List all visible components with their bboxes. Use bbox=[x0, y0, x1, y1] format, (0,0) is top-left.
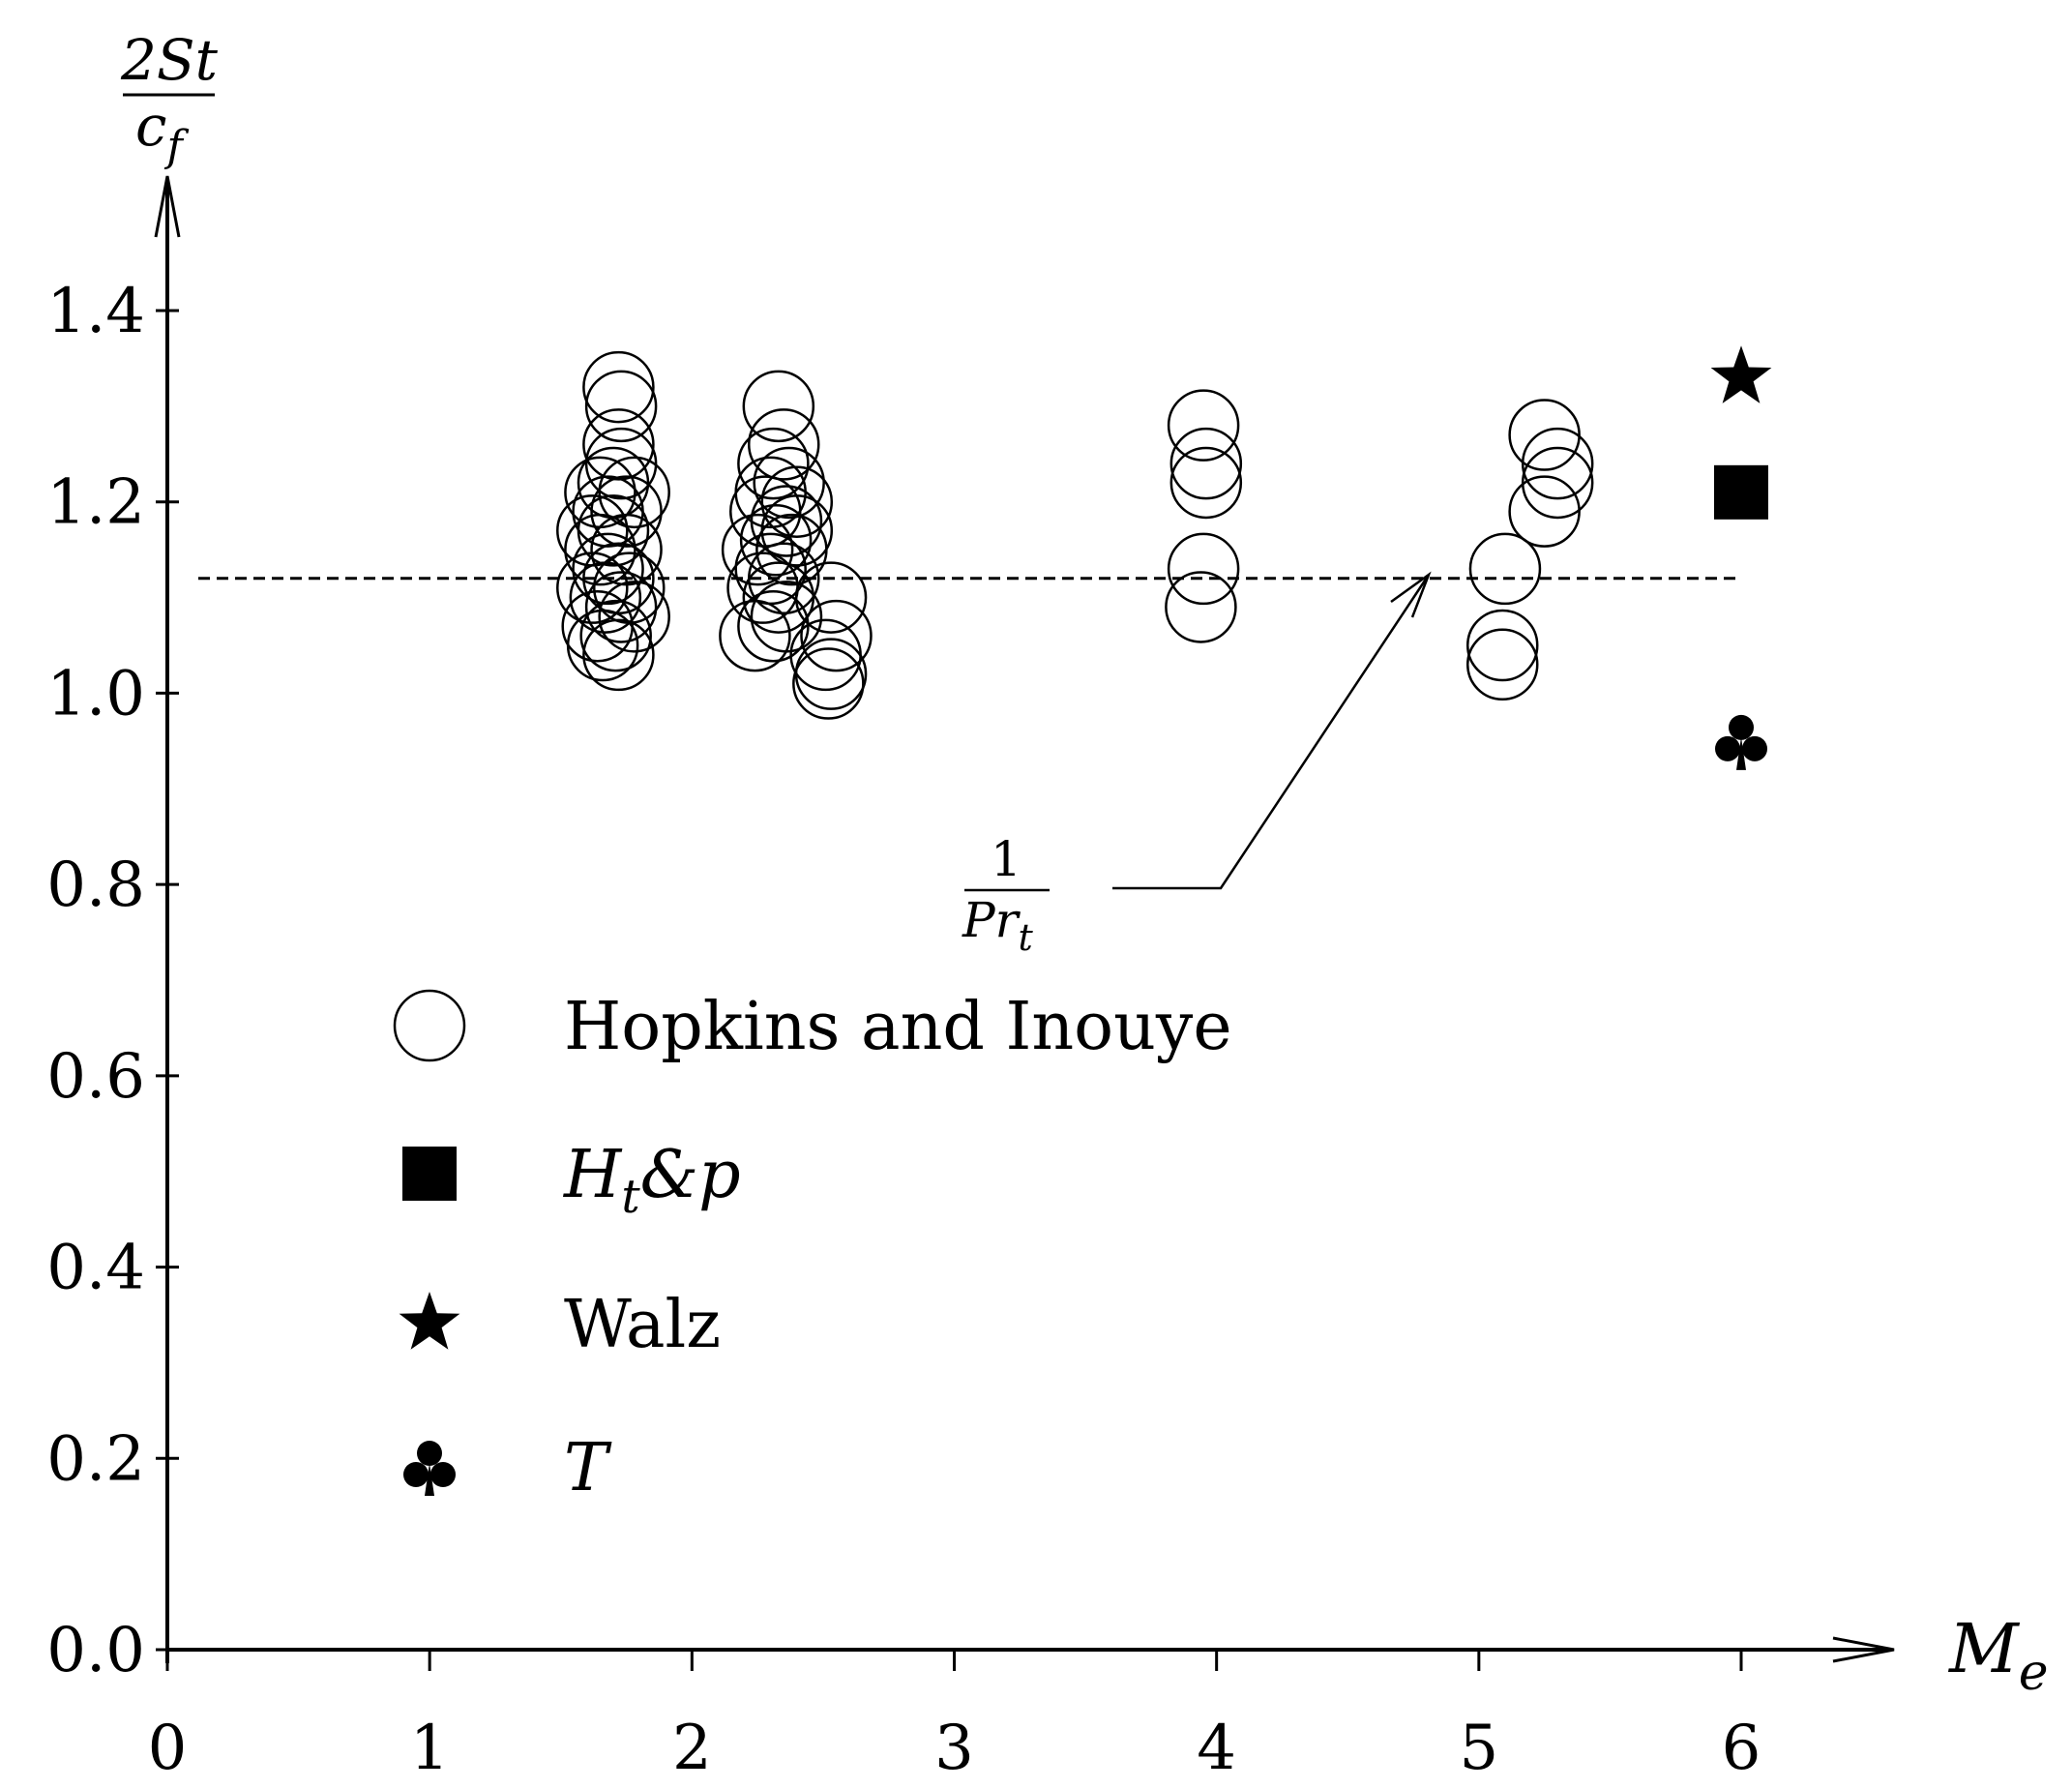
data-point-circle-open bbox=[1465, 628, 1539, 701]
data-point-circle-open bbox=[1521, 427, 1594, 500]
data-point-circle-open bbox=[590, 475, 663, 548]
data-point-circle-open bbox=[556, 552, 629, 624]
data-points bbox=[556, 345, 1772, 770]
data-point-circle-open bbox=[800, 599, 873, 672]
y-tick-label: 0.2 bbox=[46, 1423, 145, 1495]
data-point-circle-open bbox=[569, 561, 642, 634]
data-point-circle-open bbox=[1167, 389, 1240, 462]
data-point-circle-open bbox=[721, 513, 794, 586]
legend-marker-square-filled bbox=[402, 1147, 457, 1201]
y-tick-label: 0.6 bbox=[46, 1041, 145, 1113]
reference-pointer bbox=[1112, 577, 1429, 890]
legend-marker-club-filled bbox=[403, 1441, 456, 1496]
y-axis-label-denominator: cf bbox=[135, 93, 189, 171]
data-point-circle-open bbox=[1169, 446, 1243, 520]
data-point-star-filled bbox=[1710, 345, 1772, 403]
legend-marker-star-filled bbox=[399, 1292, 460, 1350]
tick-marks: 0 1 2 3 4 5 6 0.0 0.2 0.4 0.6 0.8 1.0 1.2 1.4 bbox=[46, 276, 1761, 1784]
data-point-circle-open bbox=[577, 494, 650, 567]
x-axis-label: Me bbox=[1947, 1609, 2048, 1702]
x-tick-label: 0 bbox=[148, 1713, 188, 1784]
data-point-circle-open bbox=[742, 370, 815, 443]
data-point-circle-open bbox=[1508, 399, 1581, 471]
data-point-circle-open bbox=[1468, 532, 1542, 606]
x-tick-label: 1 bbox=[410, 1713, 450, 1784]
legend-label: Hopkins and Inouye bbox=[564, 989, 1232, 1065]
data-point-circle-open bbox=[760, 465, 834, 538]
axes bbox=[154, 175, 1895, 1663]
data-point-circle-open bbox=[564, 513, 636, 586]
data-point-circle-open bbox=[1508, 475, 1581, 548]
x-tick-label: 2 bbox=[672, 1713, 712, 1784]
data-point-circle-open bbox=[719, 599, 791, 672]
club-lobe bbox=[1729, 714, 1754, 740]
data-point-circle-open bbox=[737, 427, 810, 500]
x-tick-label: 5 bbox=[1459, 1713, 1498, 1784]
data-point-circle-open bbox=[584, 571, 658, 643]
data-point-circle-open bbox=[750, 485, 823, 557]
club-lobe bbox=[1715, 735, 1740, 761]
data-point-circle-open bbox=[572, 532, 644, 606]
club-stem bbox=[1736, 736, 1746, 770]
x-tick-label: 6 bbox=[1722, 1713, 1761, 1784]
y-axis-label-numerator: 2St bbox=[120, 27, 219, 93]
club-lobe bbox=[417, 1441, 442, 1466]
data-point-circle-open bbox=[1465, 609, 1539, 682]
y-tick-label: 0.4 bbox=[46, 1233, 145, 1304]
y-tick-label: 0.0 bbox=[46, 1615, 145, 1686]
legend-item: Ht&p bbox=[402, 1137, 741, 1224]
data-point-circle-open bbox=[1167, 532, 1240, 606]
data-point-circle-open bbox=[582, 408, 655, 481]
y-axis-arrow bbox=[154, 175, 181, 238]
data-point-circle-open bbox=[794, 561, 868, 634]
data-point-circle-open bbox=[582, 350, 655, 424]
club-lobe bbox=[403, 1462, 429, 1487]
x-tick-label: 4 bbox=[1197, 1713, 1236, 1784]
legend-item: Hopkins and Inouye bbox=[393, 989, 1232, 1065]
data-point-circle-open bbox=[598, 456, 670, 529]
y-tick-label: 1.2 bbox=[46, 467, 145, 539]
data-point-circle-open bbox=[737, 589, 810, 663]
legend-marker-circle-open bbox=[393, 989, 466, 1062]
club-stem bbox=[425, 1463, 434, 1496]
x-axis-arrow bbox=[1832, 1636, 1895, 1663]
legend-label: Walz bbox=[564, 1287, 721, 1363]
data-point-circle-open bbox=[1169, 427, 1243, 500]
data-point-circle-open bbox=[1165, 571, 1237, 643]
data-point-circle-open bbox=[739, 504, 813, 577]
data-point-circle-open bbox=[755, 513, 828, 586]
data-point-circle-open bbox=[747, 408, 820, 481]
data-point-circle-open bbox=[579, 599, 652, 672]
data-point-circle-open bbox=[582, 618, 655, 692]
data-point-circle-open bbox=[1521, 446, 1594, 520]
x-tick-label: 3 bbox=[934, 1713, 974, 1784]
legend-label: T bbox=[564, 1430, 612, 1506]
data-point-circle-open bbox=[753, 446, 825, 520]
y-tick-label: 1.4 bbox=[46, 276, 145, 347]
reference-label-denominator: Prt bbox=[962, 892, 1034, 959]
reference-label-numerator: 1 bbox=[991, 831, 1021, 887]
data-point-square-filled bbox=[1714, 464, 1768, 520]
data-point-circle-open bbox=[584, 370, 658, 443]
y-tick-label: 0.8 bbox=[46, 850, 145, 921]
club-lobe bbox=[1742, 735, 1767, 761]
reference-pointer-arrow bbox=[1390, 571, 1432, 618]
legend-item: Walz bbox=[399, 1287, 721, 1363]
data-point-circle-open bbox=[566, 609, 639, 682]
data-point-club-filled bbox=[1715, 714, 1767, 770]
data-point-circle-open bbox=[598, 581, 670, 653]
club-lobe bbox=[430, 1462, 456, 1487]
data-point-circle-open bbox=[792, 647, 865, 720]
legend-label: Ht&p bbox=[562, 1137, 741, 1224]
data-point-circle-open bbox=[742, 561, 815, 634]
y-tick-label: 1.0 bbox=[46, 658, 145, 730]
legend: Hopkins and Inouye Ht&p Walz T bbox=[393, 989, 1232, 1506]
data-point-circle-open bbox=[794, 638, 868, 710]
legend-item: T bbox=[403, 1430, 612, 1506]
